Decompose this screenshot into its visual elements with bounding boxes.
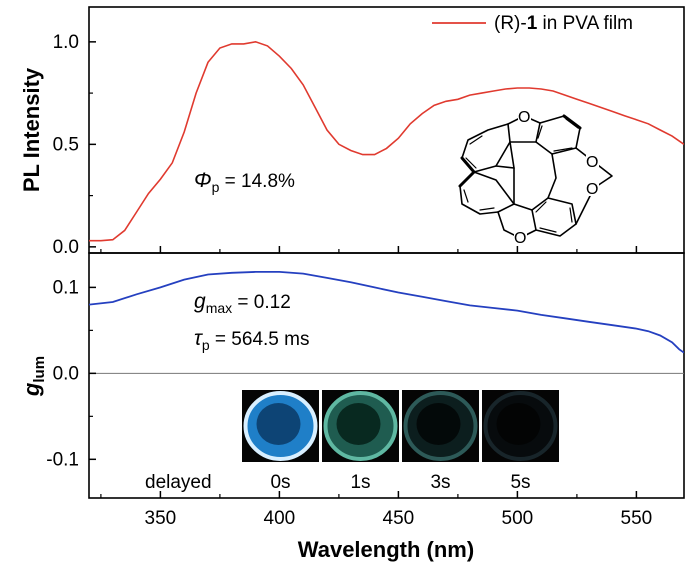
top-y-axis-ticks: 0.0 0.5 1.0 bbox=[53, 32, 96, 258]
photo-film-ring bbox=[323, 391, 398, 461]
photo-film-center bbox=[416, 403, 461, 445]
y-tick-label: 0.5 bbox=[53, 134, 79, 155]
y-tick-label: 0.0 bbox=[53, 237, 79, 258]
molecule-oxygen-atoms: O O O O bbox=[514, 108, 599, 247]
molecule-structure-inset bbox=[458, 114, 613, 239]
y-tick-label: 0.0 bbox=[53, 363, 79, 384]
photo-film-ring bbox=[483, 391, 558, 461]
phosphorescence-quantum-yield-annotation: Φp = 14.8% bbox=[194, 169, 295, 195]
delayed-emission-photo-strip: 0s 1s 3s 5s bbox=[242, 390, 559, 493]
bottom-panel-frame bbox=[88, 252, 685, 499]
photo-film-ring bbox=[243, 391, 318, 461]
x-tick-label: 500 bbox=[502, 508, 534, 529]
y-tick-label: 1.0 bbox=[53, 32, 79, 53]
photo-film-center bbox=[256, 403, 301, 445]
top-y-axis-title: PL Intensity bbox=[19, 67, 44, 192]
top-panel-frame bbox=[88, 6, 685, 254]
oxygen-atom-label: O bbox=[586, 181, 598, 198]
y-tick-label: 0.1 bbox=[53, 277, 79, 298]
x-tick-label: 550 bbox=[621, 508, 653, 529]
bottom-y-axis-ticks: -0.1 0.0 0.1 bbox=[46, 277, 96, 470]
x-axis-ticks: 350 400 450 500 550 bbox=[100, 246, 653, 529]
x-tick-label: 450 bbox=[383, 508, 415, 529]
oxygen-atom-label: O bbox=[586, 154, 598, 171]
photo-time-label: 1s bbox=[350, 472, 370, 493]
x-axis-title: Wavelength (nm) bbox=[298, 537, 474, 562]
photo-film-ring bbox=[403, 391, 478, 461]
x-tick-label: 350 bbox=[145, 508, 177, 529]
photo-time-label: 0s bbox=[270, 472, 290, 493]
lifetime-annotation: τp = 564.5 ms bbox=[194, 327, 309, 353]
photo-time-label: 5s bbox=[510, 472, 530, 493]
pl-intensity-series-line bbox=[89, 40, 684, 242]
photo-row-caption: delayed bbox=[145, 472, 212, 493]
glum-series-line bbox=[89, 271, 684, 354]
photo-time-label: 3s bbox=[430, 472, 450, 493]
bottom-y-axis-title: glum bbox=[19, 356, 48, 397]
oxygen-atom-label: O bbox=[518, 109, 530, 126]
photo-film-center bbox=[336, 403, 381, 445]
x-tick-label: 400 bbox=[264, 508, 296, 529]
legend: (R)-1 in PVA film bbox=[432, 13, 633, 34]
y-tick-label: -0.1 bbox=[46, 449, 79, 470]
legend-label: (R)-1 in PVA film bbox=[494, 13, 633, 34]
photo-film-center bbox=[496, 403, 541, 445]
oxygen-atom-label: O bbox=[514, 230, 526, 247]
gmax-annotation: gmax = 0.12 bbox=[194, 290, 291, 316]
